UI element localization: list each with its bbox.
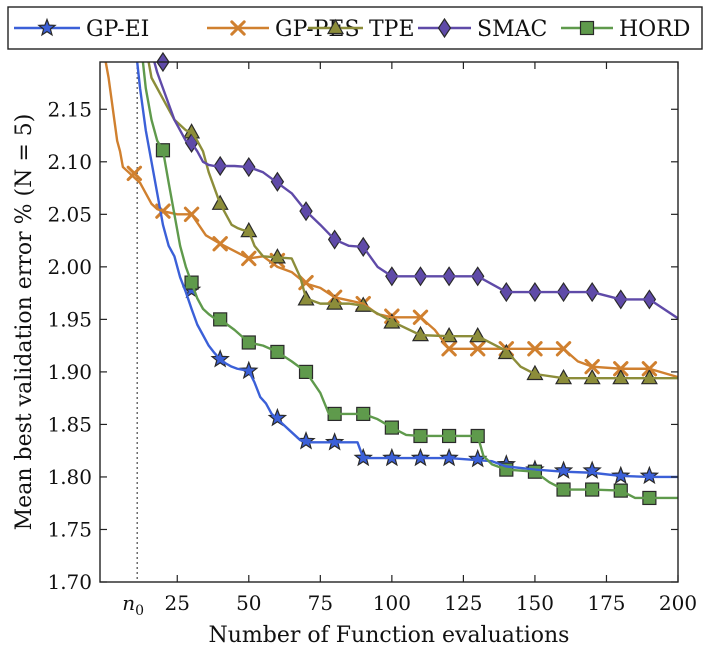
x-tick-label: 200 — [659, 591, 697, 615]
n0-label: n0 — [122, 591, 144, 619]
legend-marker-hord — [579, 20, 595, 36]
legend-marker-gp-ei — [37, 17, 57, 37]
legend-marker-tpe — [326, 18, 345, 35]
y-tick-label: 1.75 — [47, 517, 92, 541]
y-tick-label: 2.05 — [47, 202, 92, 226]
legend-label-smac: SMAC — [477, 17, 547, 42]
legend: GP-EI GP-PES TPE SMAC HORD — [7, 6, 703, 50]
legend-label-hord: HORD — [619, 17, 690, 42]
legend-marker-smac — [437, 17, 452, 39]
y-tick-label: 1.85 — [47, 412, 92, 436]
x-tick-label: 100 — [373, 591, 411, 615]
legend-marker-gp-pes — [230, 20, 246, 36]
x-tick-label: 125 — [444, 591, 482, 615]
series-line-smac — [153, 62, 678, 320]
series-line-tpe — [147, 62, 678, 380]
x-tick-label: 175 — [587, 591, 625, 615]
n0-label-main: n — [122, 591, 135, 615]
legend-marker-gp-pes-stroke-b — [230, 20, 246, 36]
series-line-hord — [141, 62, 678, 500]
series-line-gp-ei — [136, 62, 678, 479]
y-tick-label: 2.15 — [47, 97, 92, 121]
data-point-gp-pes — [126, 165, 143, 182]
data-point-tpe — [640, 368, 658, 385]
series-line-gp-pes — [104, 62, 678, 379]
y-tick-label: 2.00 — [47, 255, 92, 279]
x-tick-label: 25 — [165, 591, 190, 615]
y-tick-label: 1.95 — [47, 307, 92, 331]
plot-frame — [99, 61, 679, 583]
data-point-gp-ei — [582, 460, 602, 479]
plot-area: 1.70 1.75 1.80 1.85 1.90 1.95 2.00 2.05 2.10 2.15… — [47, 51, 697, 619]
y-tick-label: 1.70 — [47, 570, 92, 594]
x-tick-label: 150 — [516, 591, 554, 615]
y-axis-label: Mean best validation error % (N = 5) — [12, 114, 37, 531]
n0-label-subscript: 0 — [135, 603, 144, 619]
data-point-tpe — [583, 368, 601, 385]
x-tick-label: 75 — [308, 591, 333, 615]
y-tick-label: 1.80 — [47, 465, 92, 489]
legend-label-gp-ei: GP-EI — [86, 17, 149, 42]
y-tick-label: 1.90 — [47, 360, 92, 384]
x-axis-label: Number of Function evaluations — [209, 623, 570, 648]
x-tick-label: 50 — [236, 591, 261, 615]
data-point-tpe — [612, 368, 630, 385]
y-tick-label: 2.10 — [47, 150, 92, 174]
data-point-gp-pes-stroke-b — [126, 165, 143, 182]
data-point-gp-ei — [639, 465, 660, 485]
legend-label-gp-pes: GP-PES — [275, 17, 360, 42]
legend-label-tpe: TPE — [369, 17, 415, 42]
data-point-gp-ei — [553, 460, 574, 479]
data-point-gp-ei — [267, 407, 288, 427]
data-point-tpe — [326, 294, 344, 310]
